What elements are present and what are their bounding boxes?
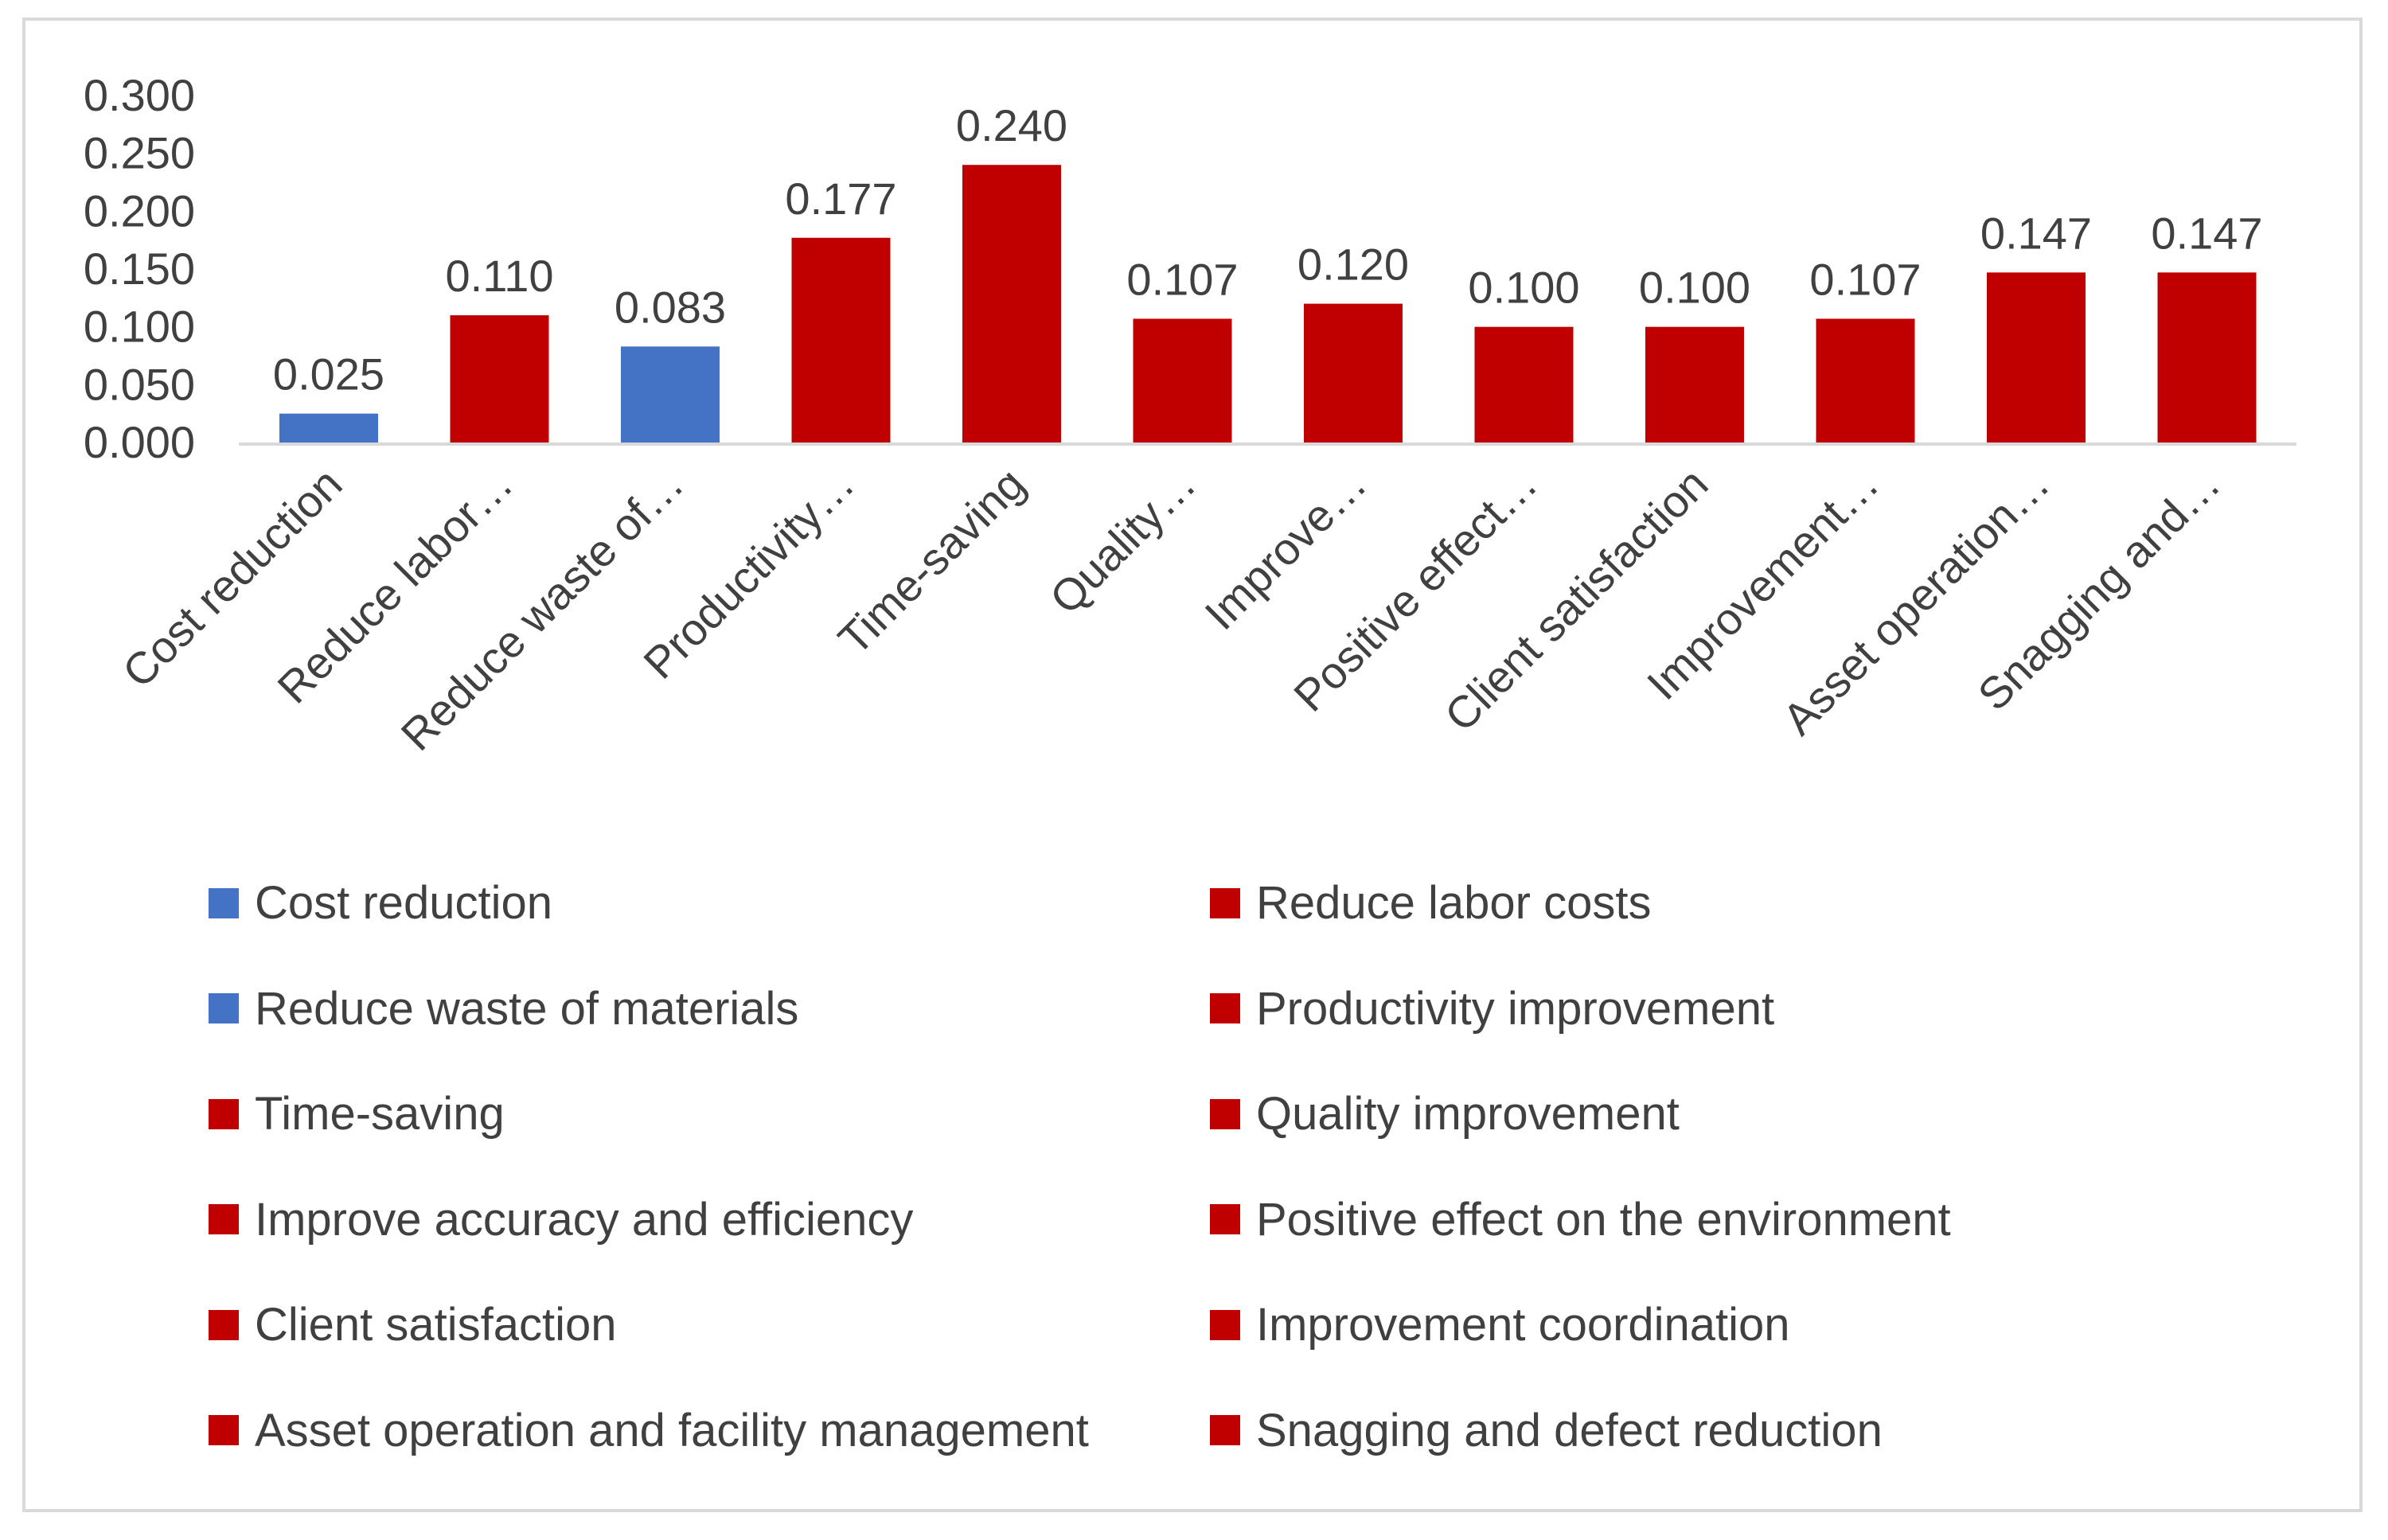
bar bbox=[1987, 272, 2086, 443]
bar bbox=[279, 413, 378, 443]
data-label: 0.177 bbox=[785, 173, 896, 224]
y-tick-label: 0.200 bbox=[84, 185, 195, 236]
bar bbox=[450, 315, 549, 443]
data-label: 0.240 bbox=[956, 100, 1067, 150]
data-label: 0.110 bbox=[446, 251, 554, 301]
bar bbox=[1474, 326, 1574, 443]
y-tick-label: 0.100 bbox=[84, 302, 195, 352]
data-label: 0.083 bbox=[615, 282, 726, 332]
data-labels: 0.025 0.110 0.083 0.177 0.240 0.107 0.120 0.100… bbox=[273, 100, 2263, 399]
data-label: 0.120 bbox=[1297, 240, 1409, 290]
data-label: 0.025 bbox=[273, 349, 384, 400]
category-label: Time-saving bbox=[829, 458, 1035, 665]
bar bbox=[621, 346, 720, 443]
data-label: 0.100 bbox=[1468, 263, 1579, 313]
y-tick-label: 0.300 bbox=[84, 70, 195, 120]
y-tick-label: 0.250 bbox=[84, 128, 195, 178]
category-label: Improve… bbox=[1195, 458, 1375, 639]
bar bbox=[1645, 326, 1744, 443]
bar bbox=[791, 237, 891, 443]
bar bbox=[2157, 272, 2257, 443]
data-label: 0.100 bbox=[1639, 263, 1750, 313]
bar bbox=[1133, 318, 1232, 443]
y-tick-label: 0.150 bbox=[84, 244, 195, 294]
category-label: Reduce waste of… bbox=[391, 458, 693, 760]
bars bbox=[279, 165, 2257, 443]
data-label: 0.147 bbox=[1980, 208, 2092, 258]
category-label: Quality… bbox=[1040, 458, 1205, 623]
chart-frame bbox=[22, 18, 2363, 1512]
y-axis-ticks: 0.000 0.050 0.100 0.150 0.200 0.250 0.300 bbox=[84, 70, 195, 467]
bar bbox=[1816, 318, 1915, 443]
bar bbox=[1304, 303, 1403, 443]
data-label: 0.147 bbox=[2151, 208, 2262, 258]
data-label: 0.107 bbox=[1809, 254, 1921, 304]
data-label: 0.107 bbox=[1126, 254, 1238, 304]
y-tick-label: 0.050 bbox=[84, 359, 195, 409]
bar bbox=[962, 165, 1061, 443]
y-tick-label: 0.000 bbox=[84, 417, 195, 467]
